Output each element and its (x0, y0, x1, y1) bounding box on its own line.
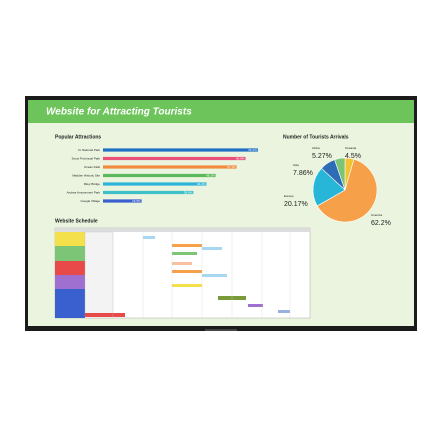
value-label: 57.1% (227, 165, 236, 169)
pie-slice (334, 157, 346, 191)
chart-title: Popular Attractions (55, 134, 101, 140)
gantt-block (278, 310, 290, 313)
slice-label: 7.86% (293, 170, 313, 177)
task-column (84, 231, 114, 319)
gantt-block (85, 313, 125, 317)
slice-name: Asia (293, 163, 299, 167)
slice-name: Oceania (345, 146, 357, 150)
gantt-block (172, 252, 197, 255)
gantt-block (172, 284, 202, 287)
pie-slice (316, 158, 378, 223)
section (55, 289, 85, 318)
pie-slice (312, 167, 346, 207)
section (55, 232, 85, 246)
schedule-title: Website Schedule (55, 218, 98, 224)
value-label: 16.5% (132, 199, 141, 203)
value-label: 38.6% (184, 190, 193, 194)
header-title: Website for Attracting Tourists (46, 107, 192, 118)
chart-title: Number of Tourists Arrivals (283, 134, 349, 140)
bar (103, 156, 246, 161)
slice-label: 5.27% (312, 153, 332, 160)
table-header (55, 228, 310, 232)
bar (103, 182, 207, 186)
gantt-block (143, 236, 155, 239)
category-label: Andrea Amusement Park (67, 190, 101, 194)
gantt-block (172, 262, 192, 265)
bar (103, 173, 216, 178)
section (55, 246, 85, 261)
category-label: Madden Historic Site (72, 173, 100, 177)
category-label: Ocean Falls (84, 165, 101, 169)
bar (103, 199, 142, 203)
slice-label: 62.2% (371, 220, 391, 227)
slice-label: 4.5% (345, 153, 361, 160)
category-label: Google Village (81, 199, 101, 203)
slice-name: Europe (284, 194, 294, 198)
value-label: 44.2% (197, 182, 206, 186)
monitor-stand (205, 329, 237, 331)
bar (103, 165, 237, 169)
bar (103, 190, 194, 195)
value-label: 60.9% (236, 156, 245, 160)
gantt-block (202, 247, 222, 250)
category-label: Riley Bridge (84, 182, 101, 186)
gantt-block (202, 274, 227, 277)
slice-label: 20.17% (284, 201, 308, 208)
value-label: 66.2% (248, 148, 257, 152)
gantt-block (172, 244, 202, 247)
gantt-block (248, 304, 263, 307)
slice-name: Africa (312, 146, 320, 150)
table-grid (112, 232, 291, 318)
header-band (28, 100, 414, 123)
value-label: 48.1% (206, 173, 215, 177)
gantt-block (172, 270, 202, 273)
category-label: Yo National Park (78, 148, 101, 152)
category-label: Snow Provincial Park (72, 156, 101, 160)
section (55, 261, 85, 275)
slice-name: America (371, 213, 382, 217)
schedule-table (54, 227, 311, 319)
bar (103, 148, 258, 152)
section (55, 275, 85, 289)
